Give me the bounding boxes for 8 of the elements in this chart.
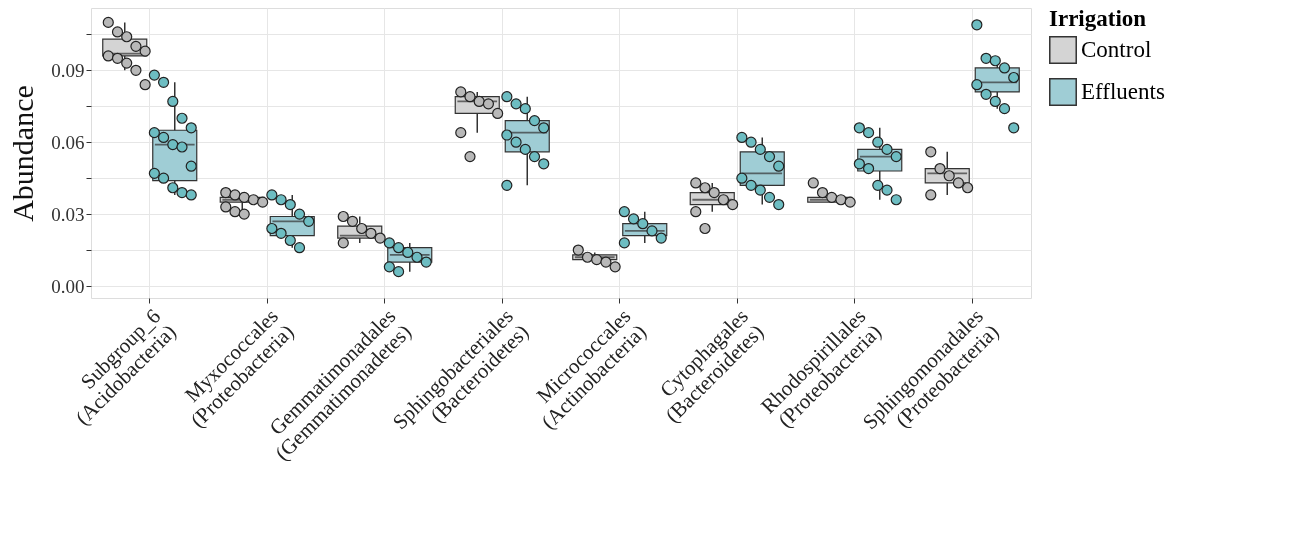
y-tick-label: 0.06: [51, 131, 85, 153]
y-tick-label: 0.03: [51, 203, 85, 225]
legend-label: Effluents: [1081, 79, 1165, 104]
legend-label: Control: [1081, 37, 1152, 62]
y-tick-label: 0.00: [51, 275, 85, 297]
y-axis-title: Abundance: [6, 85, 40, 222]
legend-title: Irrigation: [1049, 6, 1147, 31]
y-tick-label: 0.09: [51, 59, 85, 81]
